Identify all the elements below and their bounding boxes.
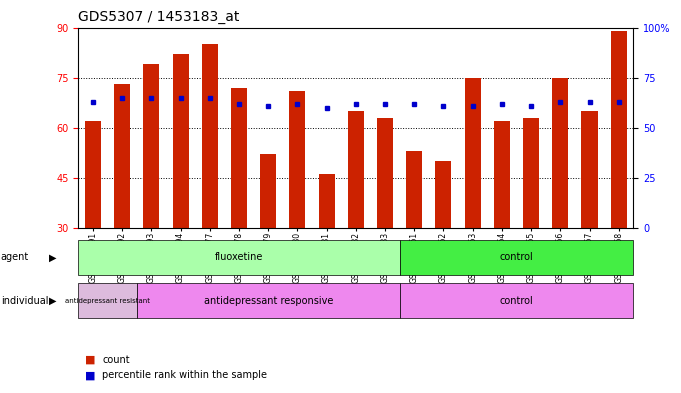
Text: agent: agent	[1, 252, 29, 263]
Text: control: control	[500, 252, 533, 263]
Bar	[552, 78, 569, 228]
Bar	[78, 283, 137, 318]
Bar	[143, 64, 159, 228]
Bar	[582, 111, 597, 228]
Bar	[464, 78, 481, 228]
Bar	[137, 283, 400, 318]
Bar	[523, 118, 539, 228]
Text: ■: ■	[85, 354, 95, 365]
Text: GDS5307 / 1453183_at: GDS5307 / 1453183_at	[78, 10, 240, 24]
Text: count: count	[102, 354, 130, 365]
Bar	[319, 174, 334, 228]
Text: ▶: ▶	[49, 252, 57, 263]
Bar	[611, 31, 627, 228]
Text: percentile rank within the sample: percentile rank within the sample	[102, 370, 267, 380]
Bar	[289, 91, 306, 228]
Text: antidepressant responsive: antidepressant responsive	[204, 296, 333, 306]
Bar	[348, 111, 364, 228]
Bar	[260, 154, 276, 228]
Text: fluoxetine: fluoxetine	[215, 252, 263, 263]
Text: individual: individual	[1, 296, 48, 306]
Bar	[377, 118, 393, 228]
Text: antidepressant resistant: antidepressant resistant	[65, 298, 150, 304]
Bar	[231, 88, 247, 228]
Bar	[78, 240, 400, 275]
Text: ■: ■	[85, 370, 95, 380]
Text: control: control	[500, 296, 533, 306]
Bar	[494, 121, 510, 228]
Bar	[400, 283, 633, 318]
Bar	[400, 240, 633, 275]
Bar	[114, 84, 130, 228]
Bar	[435, 161, 452, 228]
Bar	[406, 151, 422, 228]
Bar	[172, 54, 189, 228]
Bar	[85, 121, 101, 228]
Bar	[202, 44, 218, 228]
Text: ▶: ▶	[49, 296, 57, 306]
